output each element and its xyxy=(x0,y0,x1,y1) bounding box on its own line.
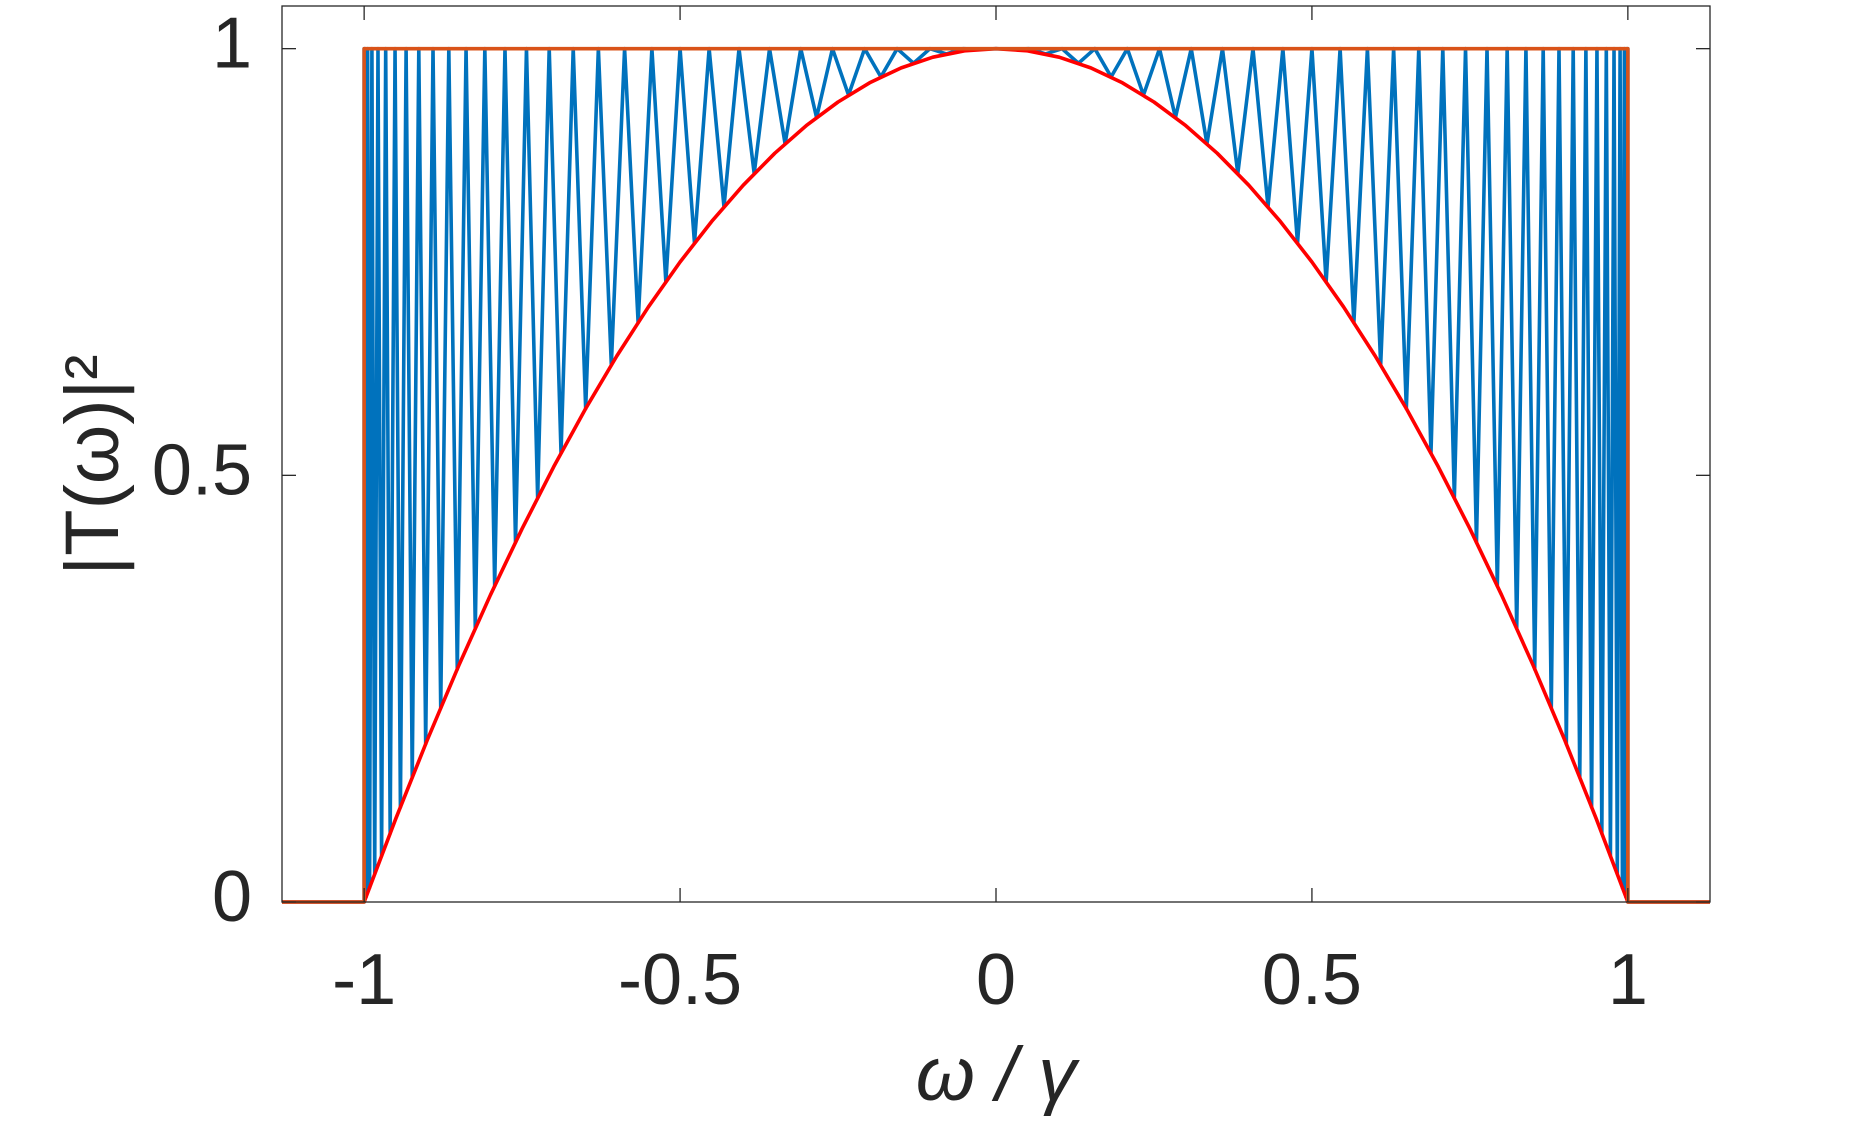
x-tick-label: 0 xyxy=(976,940,1016,1020)
x-tick-label: 1 xyxy=(1608,940,1648,1020)
y-axis-label: |T(ω)|² xyxy=(50,354,135,575)
y-tick-label: 0 xyxy=(212,857,252,937)
x-axis-label: ω / γ xyxy=(916,1032,1081,1117)
y-tick-label: 0.5 xyxy=(152,430,252,510)
x-tick-label: 0.5 xyxy=(1262,940,1362,1020)
x-tick-label: -1 xyxy=(332,940,396,1020)
y-tick-label: 1 xyxy=(212,4,252,84)
plot-area xyxy=(282,46,1710,904)
line-series xyxy=(282,46,1710,904)
x-tick-label: -0.5 xyxy=(618,940,742,1020)
